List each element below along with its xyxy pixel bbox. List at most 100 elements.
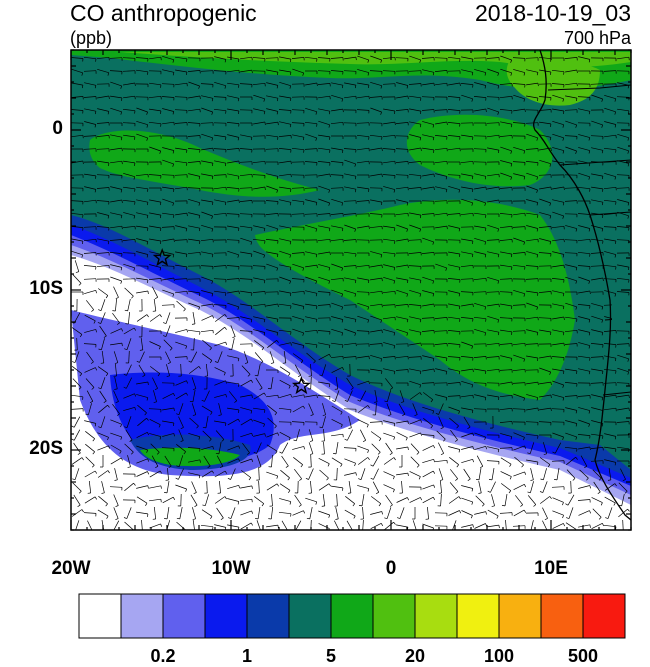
wind-barb [149,82,161,86]
wind-barb [336,493,338,507]
wind-barb [525,122,539,124]
wind-barb [409,108,421,112]
wind-barb-flag [487,490,491,493]
wind-barb [304,56,318,60]
wind-barb [499,187,513,189]
wind-barb-flag [407,497,410,501]
wind-barb-flag [543,453,547,455]
wind-barb-flag [72,478,76,481]
wind-barb [149,238,161,242]
wind-barb-flag [575,267,578,271]
wind-barb-flag [277,254,279,258]
wind-barb [279,250,291,256]
wind-barb-flag [400,401,405,403]
wind-barb [136,511,148,515]
wind-barb-flag [472,524,474,528]
wind-barb [460,278,474,280]
wind-barb-flag [329,173,331,177]
wind-barb [474,302,486,308]
wind-barb-flag [458,267,461,271]
wind-barb [279,81,291,87]
wind-barb-flag [381,511,383,515]
wind-barb-flag [341,293,344,297]
wind-barb-flag [146,241,149,245]
wind-barb [474,173,486,177]
wind-barb [616,239,630,241]
wind-barb [539,121,551,125]
wind-barb-flag [90,361,94,364]
wind-barb-flag [407,238,409,242]
wind-barb [216,455,224,467]
wind-barb [253,433,265,437]
wind-barb [486,291,500,293]
wind-barb-flag [355,57,357,61]
wind-barb-flag [601,397,604,401]
wind-barb-flag [289,501,292,505]
wind-barb [109,57,123,59]
wind-barb-flag [94,189,97,193]
wind-barb [616,277,630,281]
wind-barb [230,468,236,480]
wind-barb-flag [563,523,566,527]
wind-barb [200,329,214,333]
wind-barb [603,186,617,190]
wind-barb [201,160,213,164]
wind-barb-flag [211,470,214,474]
wind-barb-flag [472,59,474,63]
wind-barb-flag [302,306,305,310]
wind-barb-flag [536,189,538,194]
wind-barb [616,96,630,98]
wind-barb [279,483,291,491]
wind-barb-flag [328,354,332,358]
wind-barb [266,432,278,438]
wind-barb [344,224,356,230]
wind-barb [86,390,94,402]
wind-barb [539,496,551,504]
wind-barb [421,96,435,98]
wind-barb [318,147,330,151]
wind-barb-flag [289,241,292,245]
wind-barb [552,523,564,529]
wind-barb [178,416,184,428]
wind-barb [409,419,421,425]
wind-barb-flag [537,382,539,386]
wind-barb [253,496,265,504]
wind-barb [552,199,564,203]
wind-barb [97,445,109,451]
wind-barb [187,122,201,124]
wind-barb [174,278,188,280]
wind-barb [278,135,292,137]
wind-barb-flag [480,465,483,469]
wind-barb-flag [432,137,435,141]
wind-barb-flag [119,450,122,454]
wind-barb-flag [94,124,97,128]
wind-barb-flag [154,388,158,391]
wind-barb-flag [183,451,186,455]
wind-barb [317,330,331,332]
wind-barb [280,469,290,479]
wind-barb [539,186,551,190]
wind-barb-flag [547,464,551,468]
wind-barb-flag [523,437,525,441]
wind-barb [152,377,158,389]
wind-barb [240,316,252,320]
wind-barb-flag [562,124,565,128]
wind-barb-flag [340,411,343,415]
wind-barb-flag [275,451,278,454]
wind-barb [604,355,616,359]
wind-barb [356,330,370,332]
wind-barb [570,480,572,494]
wind-barb-flag [94,470,98,474]
wind-barb [421,109,435,111]
wind-barb [357,380,369,386]
wind-barb [382,304,396,306]
wind-barb-flag [71,361,76,363]
wind-barb [123,95,135,99]
wind-barb-flag [419,280,422,284]
wind-barb [343,265,357,267]
wind-barb [438,468,444,480]
colorbar-tick-label: 20 [404,646,426,666]
wind-barb-flag [563,110,565,115]
wind-barb-flag [188,360,192,363]
wind-barb [565,146,577,152]
